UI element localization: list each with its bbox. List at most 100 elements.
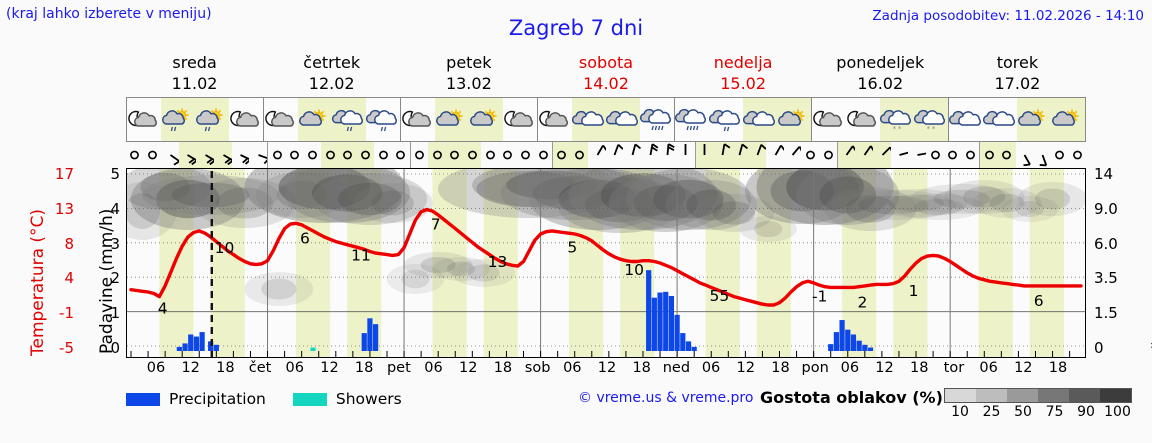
day-header-torek: torek 17.02 — [949, 52, 1086, 96]
precip-bar — [668, 295, 675, 351]
x-tick-pet: pet — [386, 360, 411, 376]
day-name: sobota — [578, 53, 634, 72]
x-axis-tick-labels: 06 12 18 čet 06 12 18 pet 06 12 18 sob 06 12 18 ned 06 12… — [126, 360, 1086, 380]
precip-bar — [674, 314, 680, 351]
cloud-height-tick-0: 14 — [1094, 165, 1114, 183]
day-name: nedelja — [713, 53, 773, 72]
precip-legend: Precipitation Showers — [126, 388, 402, 410]
wind-symbol-calm — [144, 142, 162, 168]
day-header-četrtek: četrtek 12.02 — [263, 52, 400, 96]
x-tick-18: 18 — [909, 360, 929, 376]
day-name: ponedeljek — [836, 53, 925, 72]
wind-symbol-barb — [730, 142, 749, 168]
precip-bar — [845, 329, 851, 351]
x-tick-tor: tor — [943, 360, 965, 376]
x-tick-18: 18 — [771, 360, 790, 376]
weather-icon-cloud-rain — [709, 98, 743, 141]
temperature-tick-5: -5 — [59, 339, 74, 357]
weather-icon-night-cloudy — [263, 98, 298, 141]
wind-symbol-barb — [588, 142, 606, 168]
precip-bar — [193, 336, 200, 351]
temperature-label: 55 — [710, 287, 730, 305]
cloud-density-tick-75: 75 — [1045, 404, 1064, 420]
x-tick-12: 12 — [181, 360, 200, 376]
weather-icon-sun-cloud — [469, 98, 503, 141]
temperature-label: -1 — [812, 287, 827, 305]
precip-bar — [828, 344, 834, 351]
cloud-density-tick-labels: 10 25 50 75 90 100 — [944, 404, 1144, 422]
wind-symbol-calm — [979, 142, 998, 168]
weather-icon-cloud-rain — [366, 98, 400, 141]
precip-bar — [833, 332, 839, 351]
wind-symbol-calm — [499, 142, 517, 168]
showers-legend-label: Showers — [335, 390, 402, 408]
last-update-label: Zadnja posodobitev: 11.02.2026 - 14:10 — [872, 8, 1144, 24]
day-date: 12.02 — [308, 74, 355, 93]
wind-symbol-calm — [267, 142, 286, 168]
x-tick-06: 06 — [146, 360, 166, 376]
day-name: torek — [996, 53, 1039, 72]
day-date: 17.02 — [994, 74, 1041, 93]
weather-icon-sun-cloud-rain — [161, 98, 195, 141]
wind-symbol-calm — [1051, 142, 1069, 168]
weather-icon-band: * * * * — [126, 97, 1086, 142]
temperature-tick-3: 4 — [64, 269, 74, 288]
day-header-sobota: sobota 14.02 — [537, 52, 674, 96]
weather-icon-night-cloudy — [400, 98, 435, 141]
temperature-label: 2 — [857, 293, 867, 311]
wind-symbol-barb — [784, 142, 802, 168]
temperature-label: 13 — [488, 253, 508, 271]
wind-symbol-calm — [517, 142, 535, 168]
temperature-label: 6 — [1034, 292, 1044, 310]
wind-symbol-barb — [179, 142, 197, 168]
precipitation-tick-3: 2 — [110, 269, 120, 288]
wind-symbol-barb — [161, 142, 179, 168]
temperature-label: 11 — [351, 247, 371, 265]
weather-icon-night-cloudy — [537, 98, 572, 141]
location-hint: (kraj lahko izberete v meniju) — [6, 6, 212, 22]
x-tick-ned: ned — [662, 360, 691, 376]
day-header-sreda: sreda 11.02 — [126, 52, 263, 96]
x-tick-06: 06 — [563, 360, 582, 376]
day-name: sreda — [172, 53, 217, 72]
x-tick-12: 12 — [458, 360, 478, 376]
x-tick-18: 18 — [1048, 360, 1068, 376]
precipitation-tick-1: 4 — [110, 199, 120, 218]
x-tick-18: 18 — [493, 360, 513, 376]
wind-symbol-calm — [446, 142, 464, 168]
svg-text:*: * — [893, 125, 897, 133]
cloud-height-tick-1: 9.0 — [1094, 199, 1118, 218]
x-tick-pon: pon — [801, 360, 829, 376]
precip-bar — [867, 347, 874, 351]
temperature-tick-4: -1 — [59, 304, 74, 323]
weather-icon-cloud-rain — [332, 98, 366, 141]
weather-icon-sun-cloud — [777, 98, 811, 141]
wind-symbol-barb — [909, 142, 927, 168]
x-tick-12: 12 — [875, 360, 894, 376]
cloud-density-step-3 — [1038, 389, 1069, 402]
wind-symbol-barb — [836, 142, 856, 168]
wind-symbol-barb — [624, 142, 642, 168]
x-tick-18: 18 — [632, 360, 651, 376]
precip-bar — [213, 344, 219, 351]
day-header-nedelja: nedelja 15.02 — [675, 52, 812, 96]
weather-icon-cloudy — [572, 98, 606, 141]
cloud-density-tick-25: 25 — [982, 404, 1001, 420]
wind-symbol-calm — [374, 142, 392, 168]
precipitation-tick-2: 3 — [110, 234, 120, 253]
precipitation-swatch — [126, 392, 160, 406]
wind-symbol-barb — [766, 142, 784, 168]
weather-icon-cloudy — [983, 98, 1017, 141]
precip-bar — [691, 346, 697, 351]
weather-icon-night-cloudy — [127, 98, 161, 141]
wind-symbol-barb — [641, 142, 659, 168]
wind-symbol-calm — [428, 142, 447, 168]
precip-bar — [856, 340, 862, 351]
wind-symbol-calm — [481, 142, 499, 168]
wind-symbol-barb — [196, 142, 215, 168]
x-tick-06: 06 — [701, 360, 721, 376]
precip-bar — [188, 334, 194, 351]
x-tick-06: 06 — [840, 360, 860, 376]
weather-icon-sun-cloud — [1051, 98, 1085, 141]
cloud-density-tick-10: 10 — [951, 404, 969, 420]
